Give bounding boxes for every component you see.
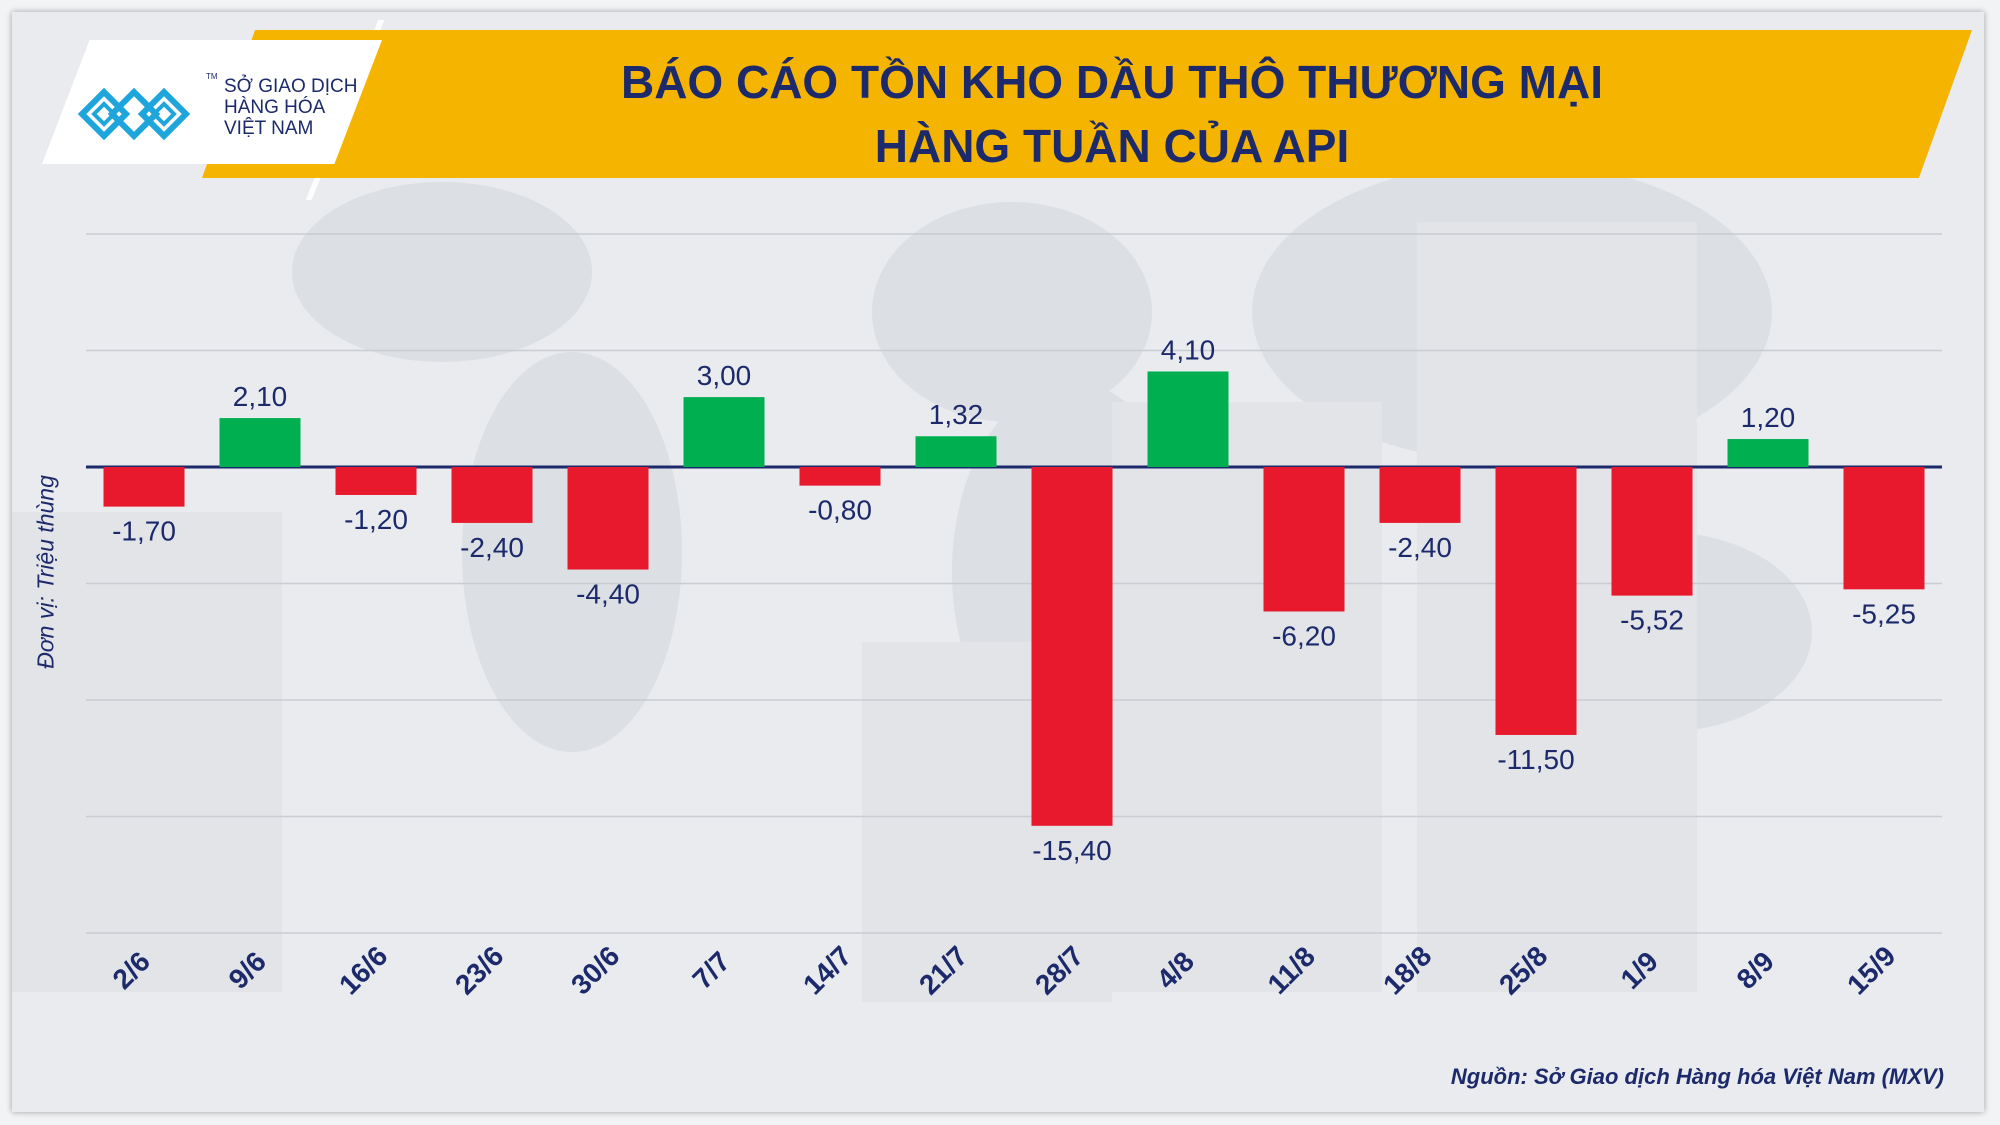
y-axis-unit-label: Đơn vị: Triệu thùng	[32, 475, 59, 669]
x-tick-labels: 2/6 9/6 16/6 23/6 30/6 7/7 14/7 21/7 28/7 4/8 11/8…	[107, 940, 1902, 1000]
x-tick-label: 16/6	[333, 940, 393, 1000]
value-label: -2,40	[1388, 532, 1452, 563]
logo-text: SỞ GIAO DỊCH HÀNG HÓA VIỆT NAM	[224, 76, 357, 139]
value-label: -1,20	[344, 504, 408, 535]
x-tick-label: 15/9	[1841, 940, 1901, 1000]
x-tick-label: 23/6	[449, 940, 509, 1000]
bar-30/6	[567, 467, 649, 570]
bar-9/6	[219, 418, 301, 467]
chart-frame: TM SỞ GIAO DỊCH HÀNG HÓA VIỆT NAM BÁO CÁ…	[12, 12, 1984, 1112]
value-label: -5,52	[1620, 605, 1684, 636]
bar-14/7	[799, 467, 881, 486]
bars	[103, 371, 1925, 826]
x-tick-label: 1/9	[1615, 946, 1664, 995]
value-label: 3,00	[697, 360, 752, 391]
title-banner	[202, 30, 1972, 178]
logo-line-1: SỞ GIAO DỊCH	[224, 76, 358, 97]
chart-title: BÁO CÁO TỒN KHO DẦU THÔ THƯƠNG MẠI HÀNG …	[312, 50, 1912, 178]
value-label: -4,40	[576, 579, 640, 610]
value-label: -15,40	[1032, 835, 1111, 866]
logo-line-2: HÀNG HÓA	[224, 97, 326, 118]
bar-21/7	[915, 436, 997, 467]
value-label: -2,40	[460, 532, 524, 563]
bar-18/8	[1379, 467, 1461, 523]
value-label: -1,70	[112, 516, 176, 547]
bar-23/6	[451, 467, 533, 523]
value-label: 1,20	[1741, 402, 1796, 433]
title-line-2: HÀNG TUẦN CỦA API	[874, 120, 1350, 172]
bar-4/8	[1147, 371, 1229, 467]
bar-25/8	[1495, 467, 1577, 735]
value-label: -6,20	[1272, 620, 1336, 651]
bar-11/8	[1263, 467, 1345, 612]
bar-16/6	[335, 467, 417, 495]
logo-line-3: VIỆT NAM	[224, 118, 314, 139]
source-note: Nguồn: Sở Giao dịch Hàng hóa Việt Nam (M…	[1450, 1064, 1944, 1089]
x-tick-label: 30/6	[565, 940, 625, 1000]
value-label: 1,32	[929, 399, 984, 430]
bar-chart: -1,70 2,10 -1,20 -2,40 -4,40 3,00 -0,80 1,32 -15…	[86, 233, 1942, 1001]
value-label: -11,50	[1497, 744, 1574, 775]
x-tick-label: 7/7	[687, 946, 736, 995]
title-line-1: BÁO CÁO TỒN KHO DẦU THÔ THƯƠNG MẠI	[620, 56, 1603, 108]
bar-15/9	[1843, 467, 1925, 590]
value-labels: -1,70 2,10 -1,20 -2,40 -4,40 3,00 -0,80 1,32 -15…	[112, 334, 1916, 865]
logo-panel	[42, 40, 382, 164]
mxv-logo-icon	[77, 87, 191, 141]
x-tick-label: 21/7	[913, 940, 973, 1000]
value-label: -5,25	[1852, 598, 1916, 629]
x-tick-label: 18/8	[1377, 940, 1437, 1000]
x-tick-label: 28/7	[1029, 940, 1089, 1000]
x-tick-label: 9/6	[223, 946, 272, 995]
bar-7/7	[683, 397, 765, 467]
value-label: 2,10	[233, 381, 288, 412]
x-tick-label: 2/6	[107, 946, 156, 995]
bar-8/9	[1727, 439, 1809, 467]
x-tick-label: 4/8	[1151, 946, 1200, 995]
x-tick-label: 11/8	[1262, 941, 1321, 1000]
bar-28/7	[1031, 467, 1113, 826]
x-tick-label: 8/9	[1731, 946, 1780, 995]
value-label: -0,80	[808, 495, 872, 526]
x-tick-label: 14/7	[797, 940, 857, 1000]
bar-2/6	[103, 467, 185, 507]
x-tick-label: 25/8	[1493, 940, 1553, 1000]
trademark-mark: TM	[206, 72, 218, 81]
value-label: 4,10	[1161, 334, 1216, 365]
bar-1/9	[1611, 467, 1693, 596]
